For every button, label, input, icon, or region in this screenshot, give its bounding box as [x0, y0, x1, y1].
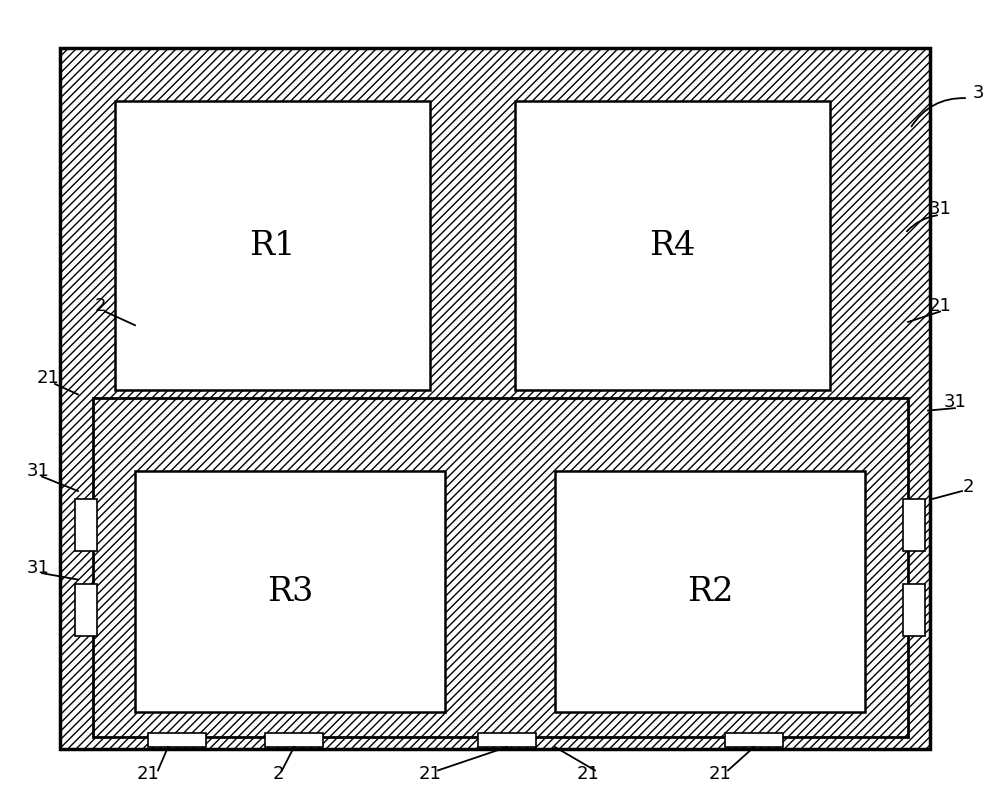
Text: 21: 21	[37, 369, 59, 387]
Text: R2: R2	[687, 576, 733, 608]
Text: 21: 21	[709, 766, 731, 783]
Bar	[265, 733, 323, 747]
Bar	[148, 733, 206, 747]
Text: R3: R3	[267, 576, 313, 608]
Text: 31: 31	[929, 200, 951, 218]
Bar	[135, 471, 445, 712]
Text: 21: 21	[419, 766, 441, 783]
Bar	[555, 471, 865, 712]
Text: 31: 31	[27, 559, 49, 576]
Bar	[903, 499, 925, 551]
Text: 31: 31	[27, 462, 49, 480]
Bar	[93, 398, 908, 737]
Bar	[115, 101, 430, 390]
Bar	[478, 733, 536, 747]
Bar	[903, 584, 925, 636]
Text: 2: 2	[962, 478, 974, 496]
Text: 3: 3	[972, 84, 984, 101]
Bar	[515, 101, 830, 390]
Text: 2: 2	[272, 766, 284, 783]
Text: 2: 2	[94, 297, 106, 315]
Text: R4: R4	[649, 229, 695, 262]
Bar	[60, 48, 930, 749]
Text: R1: R1	[249, 229, 295, 262]
Text: 21: 21	[577, 766, 599, 783]
Bar	[75, 584, 97, 636]
Text: 21: 21	[137, 766, 159, 783]
Bar	[725, 733, 783, 747]
Text: 21: 21	[929, 297, 951, 315]
Text: 31: 31	[944, 394, 966, 411]
Bar	[75, 499, 97, 551]
